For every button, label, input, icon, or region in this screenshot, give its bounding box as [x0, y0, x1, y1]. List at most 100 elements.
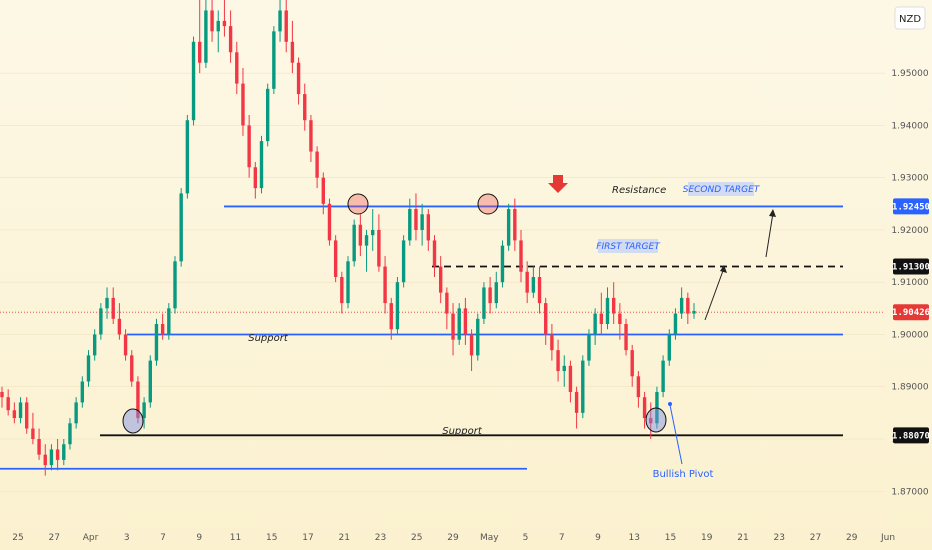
candle-95: [587, 329, 591, 366]
support-upper-label: Support: [248, 333, 289, 344]
candle-50: [309, 114, 313, 163]
x-tick-label-22: 27: [810, 533, 821, 543]
current-price-price-badge: 1.90426: [892, 304, 930, 321]
candle-96: [593, 308, 597, 345]
candle-38: [235, 41, 239, 95]
x-tick-label-13: May: [480, 533, 499, 543]
currency-box[interactable]: [894, 6, 926, 30]
candle-6: [37, 428, 41, 460]
candle-47: [290, 20, 295, 74]
x-tick-label-0: 25: [12, 533, 23, 543]
x-tick-label-16: 9: [595, 533, 601, 543]
candle-103: [636, 371, 641, 408]
candle-36: [222, 0, 227, 37]
candle-89: [550, 324, 554, 361]
candle-57: [352, 219, 356, 267]
candle-92: [568, 360, 573, 403]
x-tick-label-3: 3: [124, 533, 130, 543]
candle-1: [6, 389, 10, 416]
candle-31: [191, 36, 196, 126]
x-tick-label-21: 23: [774, 533, 785, 543]
candle-78: [482, 282, 486, 325]
x-axis: 25 27 Apr 3 7 9 11 15 17 21 23 25 29 May 5 7 9 13 15 19 21 23…: [12, 533, 895, 543]
candle-4: [25, 397, 29, 434]
x-tick-label-14: 5: [523, 533, 529, 543]
candle-21: [130, 350, 134, 387]
x-tick-label-7: 15: [266, 533, 277, 543]
candle-80: [494, 271, 498, 309]
x-tick-label-20: 21: [737, 533, 748, 543]
x-tick-label-5: 9: [196, 533, 202, 543]
svg-text:1.92450: 1.92450: [892, 202, 930, 212]
candle-108: [667, 329, 671, 366]
y-tick-label-8: 1.87000: [891, 487, 928, 497]
y-tick-label-2: 1.93000: [891, 174, 928, 184]
x-tick-label-17: 13: [629, 533, 640, 543]
x-tick-label-23: 29: [846, 533, 858, 543]
candle-15: [92, 329, 97, 361]
candle-54: [333, 235, 338, 283]
bullish-pivot-dot: [668, 402, 672, 406]
candle-20: [123, 329, 128, 361]
candle-18: [111, 287, 115, 325]
projection-arrowhead-1: [720, 265, 727, 273]
candle-45: [278, 0, 282, 42]
candle-39: [241, 67, 245, 136]
candle-104: [642, 391, 647, 429]
candle-11: [68, 418, 72, 450]
projection-arrowhead-2: [769, 209, 776, 217]
candle-76: [469, 329, 474, 372]
candle-79: [488, 276, 492, 314]
first-target-label-bg: [598, 239, 658, 253]
candle-46: [284, 0, 288, 53]
candle-13: [80, 376, 85, 408]
candle-97: [599, 292, 604, 335]
candle-98: [605, 287, 610, 330]
x-tick-label-18: 15: [665, 533, 676, 543]
candle-40: [247, 114, 251, 178]
candle-77: [476, 313, 480, 361]
candle-88: [544, 297, 548, 345]
x-tick-label-6: 11: [230, 533, 241, 543]
x-tick-label-10: 23: [375, 533, 386, 543]
candle-65: [401, 235, 406, 288]
resistance-price-badge: 1.92450: [892, 198, 930, 215]
candle-43: [265, 83, 270, 147]
first-target-label: FIRST TARGET: [596, 242, 661, 252]
bullish-pivot-pointer: [669, 404, 683, 465]
candle-49: [303, 83, 307, 131]
candle-42: [259, 135, 264, 194]
support-touch-marker-1: [122, 408, 144, 434]
candle-16: [99, 303, 103, 340]
y-tick-label-5: 1.90000: [891, 330, 928, 340]
candle-58: [358, 214, 363, 257]
candle-112: [692, 303, 696, 319]
candle-90: [556, 339, 560, 382]
candle-70: [432, 235, 437, 277]
candle-83: [513, 198, 517, 251]
candle-3: [18, 397, 23, 424]
candle-107: [661, 355, 665, 398]
resistance-touch-marker-1: [347, 193, 369, 215]
x-tick-label-8: 17: [302, 533, 313, 543]
candle-7: [43, 444, 47, 476]
candle-37: [228, 10, 233, 63]
x-tick-label-1: 27: [49, 533, 60, 543]
candle-105: [649, 402, 653, 439]
candle-101: [624, 318, 628, 356]
x-tick-label-4: 7: [160, 533, 166, 543]
x-tick-label-2: Apr: [83, 533, 99, 543]
candle-67: [414, 193, 418, 241]
candle-layer: [0, 0, 696, 476]
projection-arrow-2: [765, 212, 774, 258]
candle-12: [74, 397, 78, 429]
level-layer: [0, 205, 885, 470]
candle-22: [136, 376, 140, 424]
candle-26: [160, 313, 165, 340]
candle-14: [86, 350, 91, 387]
candle-17: [105, 287, 109, 319]
candle-73: [451, 303, 455, 356]
candle-32: [198, 0, 202, 74]
y-tick-label-6: 1.89000: [891, 383, 928, 393]
